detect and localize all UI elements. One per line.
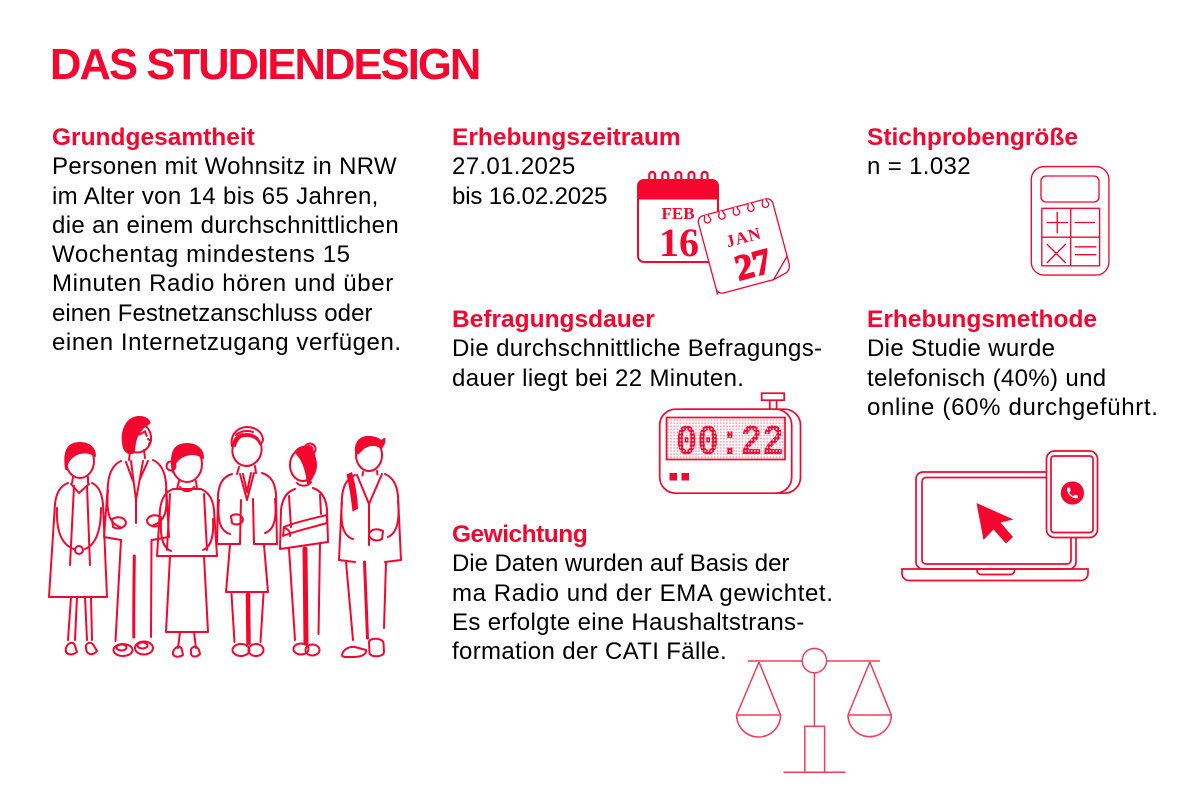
svg-text:00:22: 00:22 bbox=[676, 418, 784, 467]
svg-text:16: 16 bbox=[659, 220, 699, 265]
svg-text:00:22: 00:22 bbox=[676, 418, 784, 467]
svg-text:FEB: FEB bbox=[661, 204, 694, 223]
